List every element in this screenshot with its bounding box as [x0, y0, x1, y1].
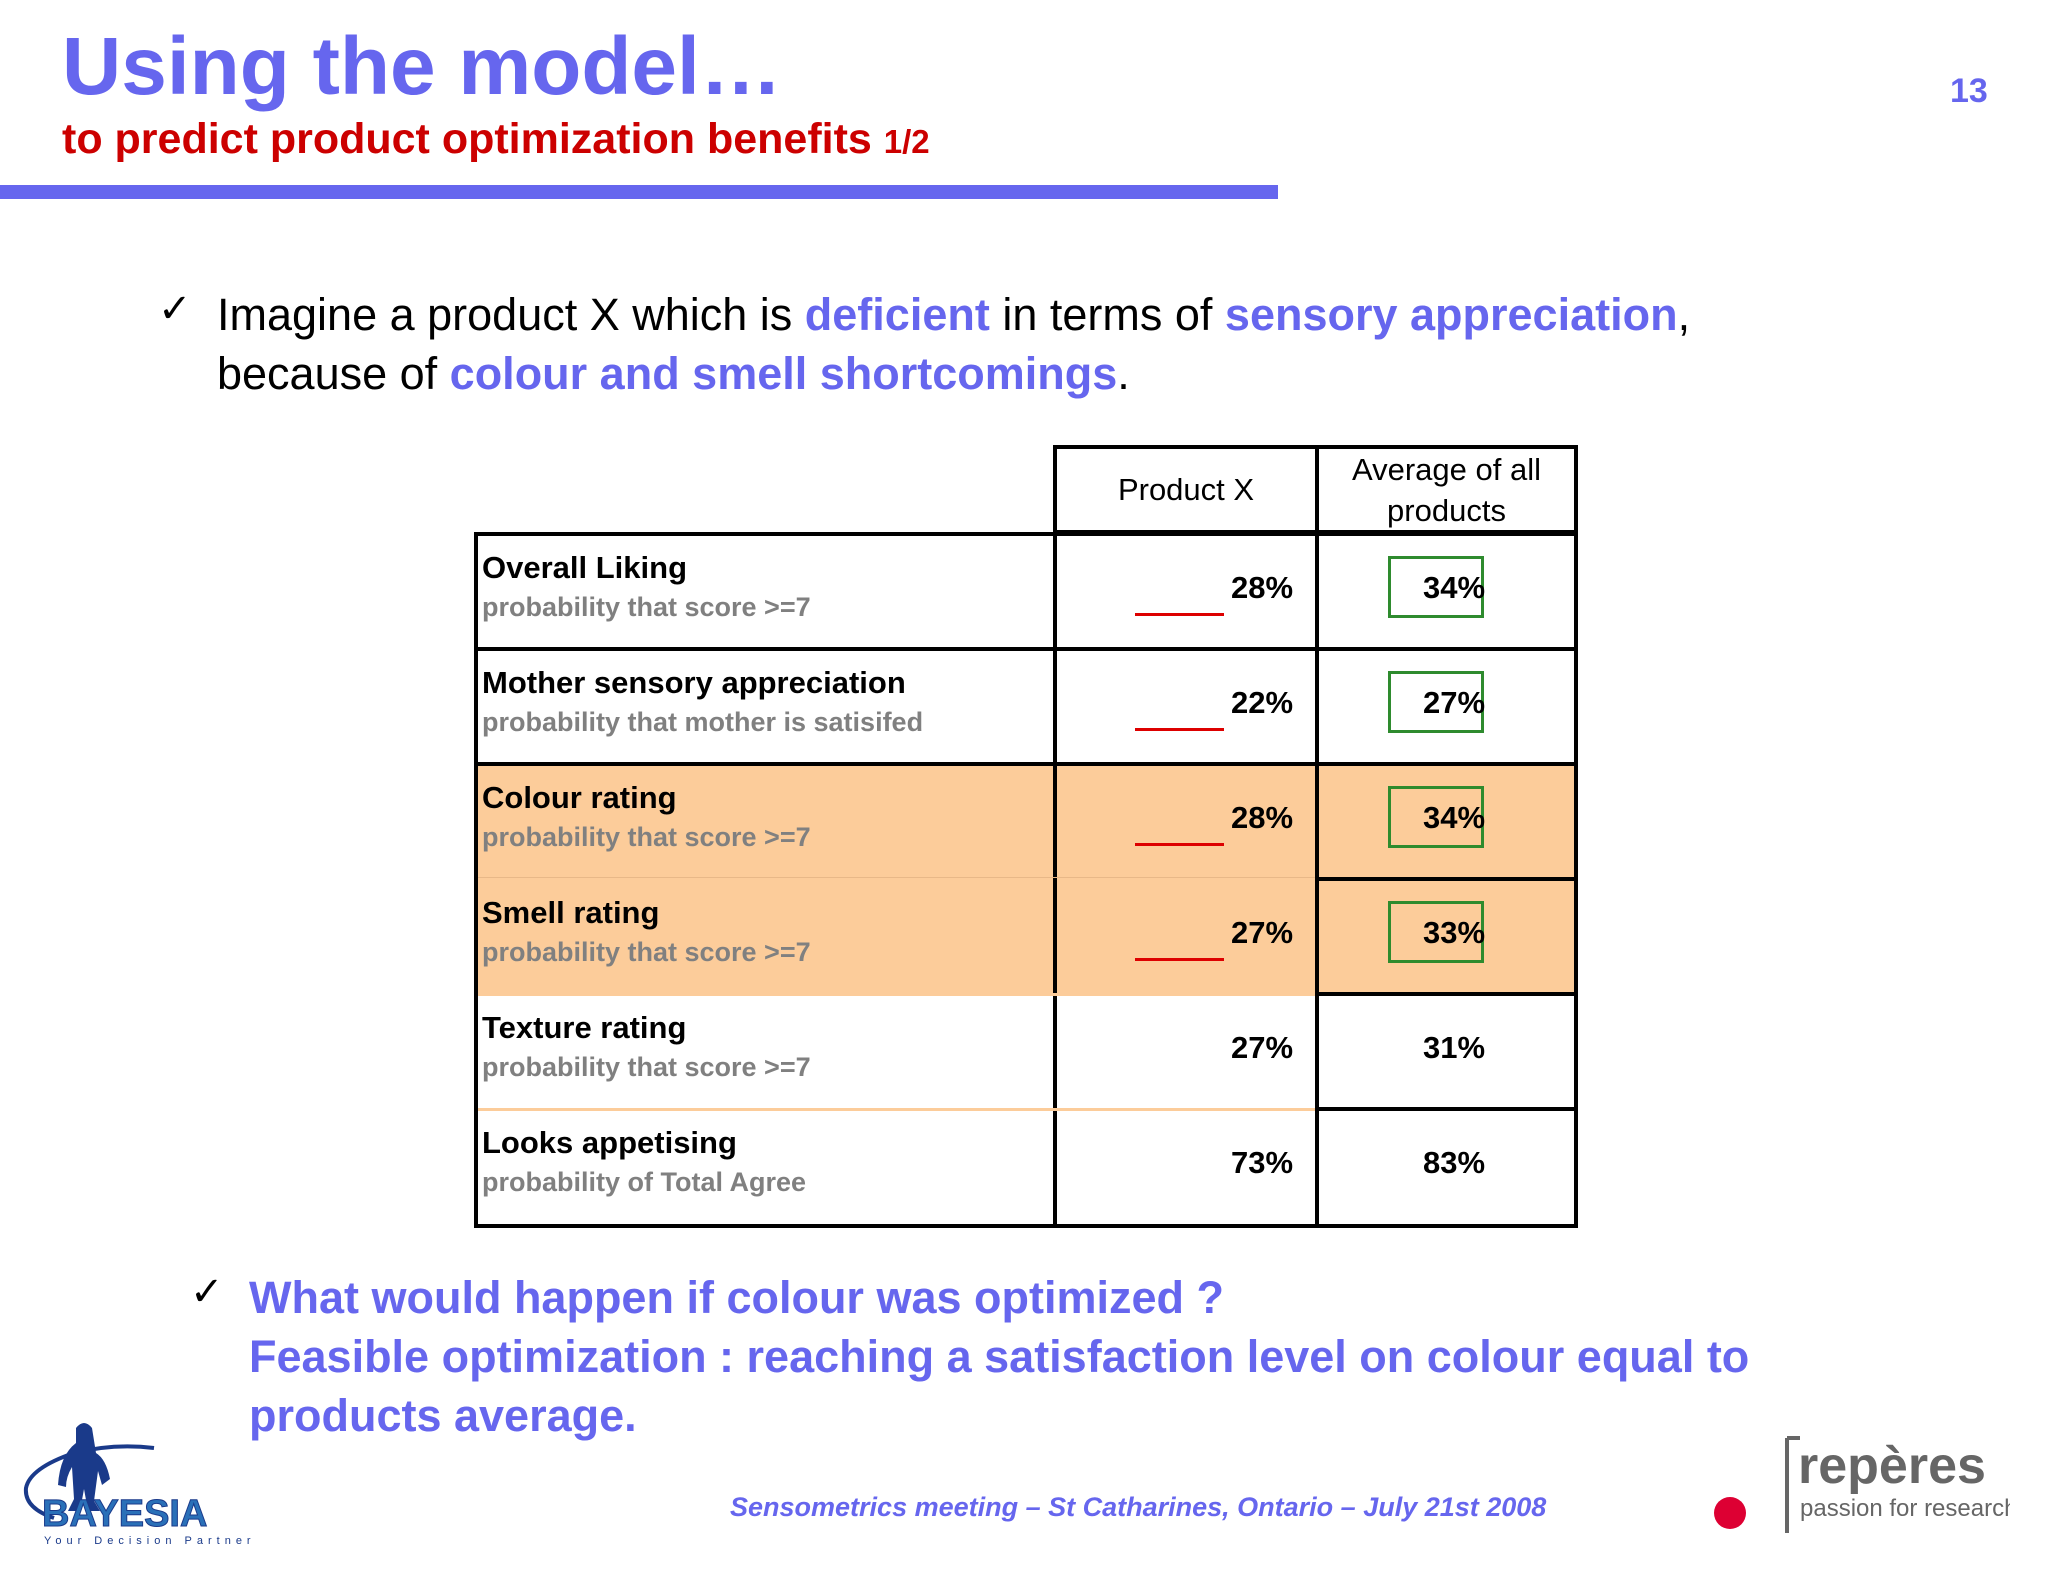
header-average-text: Average of all products	[1352, 449, 1541, 531]
header-product-x: Product X	[1053, 445, 1319, 534]
underline-mark	[1135, 613, 1224, 616]
average-box	[1388, 556, 1484, 618]
bullet-text: in terms of	[989, 289, 1225, 340]
question-line: What would happen if colour was optimize…	[249, 1272, 1224, 1323]
row-label: Colour rating	[482, 780, 677, 815]
reperes-wordmark: repères	[1798, 1437, 1986, 1495]
row-sublabel: probability of Total Agree	[482, 1167, 807, 1197]
table-row: Texture rating probability that score >=…	[474, 994, 1578, 1109]
average-box	[1388, 786, 1484, 848]
header-average: Average of all products	[1315, 445, 1578, 534]
underline-mark	[1135, 843, 1224, 846]
bayesia-tagline: Your Decision Partner	[44, 1535, 256, 1547]
slide-title: Using the model…	[62, 21, 782, 112]
average-box	[1388, 671, 1484, 733]
row-divider-light	[478, 1108, 1315, 1111]
average-value: 34%	[1422, 570, 1486, 605]
subtitle-part-indicator: 1/2	[883, 123, 930, 160]
average-box	[1388, 901, 1484, 963]
bullet-text: ,	[1677, 289, 1691, 340]
average-value: 27%	[1422, 685, 1486, 720]
question-line: Feasible optimization : reaching a satis…	[249, 1331, 1750, 1382]
bullet-question: What would happen if colour was optimize…	[249, 1268, 1889, 1445]
header-average-line1: Average of all	[1352, 451, 1541, 487]
table-divider-1	[1053, 445, 1057, 1228]
footer-text: Sensometrics meeting – St Catharines, On…	[730, 1492, 1547, 1522]
product-x-value: 22%	[1230, 685, 1294, 720]
product-x-value: 27%	[1230, 915, 1294, 950]
average-value: 31%	[1422, 1030, 1486, 1065]
reperes-tagline: passion for research	[1800, 1495, 2010, 1522]
checkmark-icon: ✓	[158, 287, 192, 331]
product-x-value: 28%	[1230, 800, 1294, 835]
row-border	[1315, 1107, 1578, 1111]
table-divider-2	[1315, 445, 1319, 1228]
header-rule	[0, 185, 1278, 199]
table-row-highlighted: Smell rating probability that score >=7 …	[474, 879, 1578, 994]
average-value: 34%	[1422, 800, 1486, 835]
highlight-deficient: deficient	[804, 289, 990, 340]
table-row: Overall Liking probability that score >=…	[474, 534, 1578, 649]
reperes-logo: repères passion for research	[1710, 1428, 2017, 1538]
row-border	[1315, 877, 1578, 881]
bullet-text: .	[1117, 348, 1130, 399]
table-row: Mother sensory appreciation probability …	[474, 649, 1578, 764]
product-x-value: 27%	[1230, 1030, 1294, 1065]
header-average-line2: products	[1387, 492, 1506, 528]
row-sublabel: probability that score >=7	[482, 937, 811, 967]
row-border	[1315, 992, 1578, 996]
row-divider-light	[478, 877, 1315, 878]
table-border-left	[474, 534, 478, 1228]
row-label: Looks appetising	[482, 1125, 737, 1160]
bullet-intro: Imagine a product X which is deficient i…	[217, 285, 1857, 403]
row-label: Smell rating	[482, 895, 660, 930]
row-sublabel: probability that mother is satisifed	[482, 707, 924, 737]
slide-subtitle: to predict product optimization benefits…	[62, 118, 930, 161]
bullet-text: because of	[217, 348, 450, 399]
reperes-logo-graphic: repères passion for research	[1714, 1436, 2017, 1533]
row-border	[474, 762, 1578, 766]
highlight-shortcomings: colour and smell shortcomings	[449, 348, 1118, 399]
product-x-value: 73%	[1230, 1145, 1294, 1180]
table-row: Looks appetising probability of Total Ag…	[474, 1109, 1578, 1224]
product-x-value: 28%	[1230, 570, 1294, 605]
underline-mark	[1135, 728, 1224, 731]
highlight-sensory: sensory appreciation	[1224, 289, 1678, 340]
checkmark-icon: ✓	[190, 1270, 224, 1314]
table-row-highlighted: Colour rating probability that score >=7…	[474, 764, 1578, 879]
row-highlight	[474, 879, 1578, 994]
subtitle-text: to predict product optimization benefits	[62, 115, 872, 163]
row-border	[474, 532, 1578, 536]
row-sublabel: probability that score >=7	[482, 592, 811, 622]
question-line: products average.	[249, 1390, 637, 1441]
bayesia-logo-graphic: BAYESIA Your Decision Partner	[23, 1423, 256, 1547]
row-border	[474, 647, 1578, 651]
underline-mark	[1135, 958, 1224, 961]
row-label: Texture rating	[482, 1010, 687, 1045]
average-value: 33%	[1422, 915, 1486, 950]
row-label: Overall Liking	[482, 550, 688, 585]
row-sublabel: probability that score >=7	[482, 1052, 811, 1082]
page-number: 13	[1950, 72, 1988, 110]
row-sublabel: probability that score >=7	[482, 822, 811, 852]
average-value: 83%	[1422, 1145, 1486, 1180]
row-highlight	[474, 764, 1578, 879]
row-label: Mother sensory appreciation	[482, 665, 906, 700]
bayesia-wordmark: BAYESIA	[42, 1493, 207, 1535]
row-divider-light	[478, 993, 1315, 996]
bullet-text: Imagine a product X which is	[217, 289, 805, 340]
bayesia-logo: BAYESIA Your Decision Partner	[14, 1398, 284, 1548]
table-border-bottom	[474, 1224, 1578, 1228]
table-border-right	[1574, 445, 1578, 1228]
